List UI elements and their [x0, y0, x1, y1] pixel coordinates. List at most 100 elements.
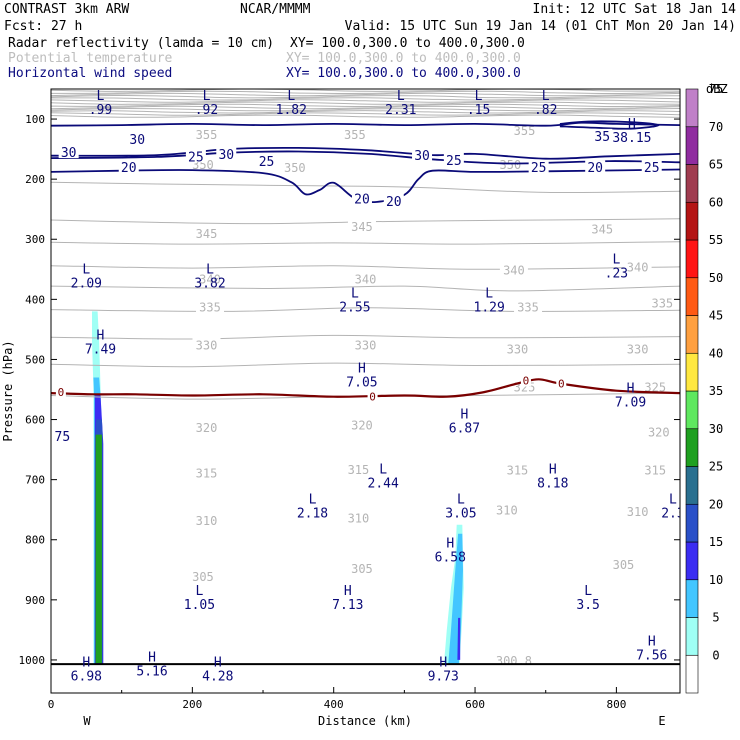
- extremum-value: 7.13: [332, 598, 363, 613]
- theta-contour-upper: [51, 101, 680, 105]
- zero-isotherm-label: 0: [369, 391, 376, 404]
- theta-contour-upper: [51, 90, 680, 95]
- theta-label: 345: [351, 220, 373, 234]
- colorbar-swatch: [685, 277, 699, 316]
- wind-label-bg: [351, 191, 372, 205]
- theta-label-bg: [192, 512, 221, 526]
- extremum-low-marker: L: [351, 287, 359, 302]
- theta-contour-320: [51, 307, 680, 312]
- zero-label-bg: [556, 377, 567, 390]
- zero-isotherm-label: 0: [523, 374, 530, 387]
- theta-label-bg: [644, 424, 673, 438]
- theta-contour-upper: [51, 94, 680, 99]
- y-tick-label: 200: [25, 173, 45, 186]
- y-tick-label: 100: [25, 113, 45, 126]
- wind-label: 20: [121, 161, 137, 176]
- extremum-high-marker: H: [549, 463, 557, 478]
- field-2-xy: XY= 100.0,300.0 to 400.0,300.0: [286, 51, 521, 66]
- colorbar-label: 50: [709, 271, 723, 285]
- theta-label-bg: [192, 419, 221, 433]
- theta-contour-upper: [51, 92, 680, 97]
- extremum-value: 1.29: [474, 301, 505, 316]
- theta-label-bg: [280, 160, 309, 174]
- theta-label: 340: [503, 263, 525, 277]
- x-tick-label: 400: [324, 698, 344, 711]
- extremum-low-marker: L: [196, 584, 204, 599]
- field-1-name: Radar reflectivity (lamda = 10 cm): [8, 36, 274, 51]
- theta-label: 335: [199, 301, 221, 315]
- y-tick-label: 300: [25, 233, 45, 246]
- extremum-high-marker: H: [628, 117, 636, 132]
- colorbar-swatch: [685, 390, 699, 430]
- zero-label-bg: [367, 390, 378, 403]
- theta-label-bg: [351, 271, 380, 285]
- zero-isotherm: [51, 378, 680, 398]
- wind-label: 35: [594, 130, 610, 145]
- colorbar: 0 5 10 15 20 25 30 35 40 45 50 55 60 65 70 75: [685, 82, 723, 694]
- model-title: CONTRAST 3km ARW: [4, 2, 129, 17]
- zero-label-bg: [55, 385, 66, 398]
- extremum-value: 4.28: [202, 670, 233, 685]
- theta-label: 355: [344, 128, 366, 142]
- colorbar-label: 60: [709, 195, 723, 209]
- theta-label: 330: [507, 343, 529, 357]
- wind-label-bg: [412, 148, 433, 162]
- extremum-low-marker: L: [82, 263, 90, 278]
- extremum-value: 2.18: [297, 507, 328, 522]
- extremum-high-marker: H: [461, 407, 469, 422]
- theta-label: 345: [196, 227, 218, 241]
- colorbar-swatch: [685, 503, 699, 543]
- y-tick-label: 1000: [19, 654, 46, 667]
- theta-label: 315: [507, 463, 529, 477]
- theta-label-bg: [188, 568, 217, 582]
- extremum-low-marker: L: [475, 89, 483, 104]
- extremum-low-marker: L: [542, 89, 550, 104]
- extremum-value: 3.82: [194, 277, 225, 292]
- east-label: E: [658, 714, 665, 728]
- theta-label-bg: [192, 337, 221, 351]
- extremum-value: 7.09: [615, 396, 646, 411]
- theta-contour-upper: [51, 97, 680, 101]
- theta-label: 330: [627, 343, 649, 357]
- extremum-high-marker: H: [446, 537, 454, 552]
- wind-label: 30: [218, 148, 234, 163]
- extremum-low-marker: L: [203, 89, 211, 104]
- theta-label-bg: [192, 465, 221, 479]
- extremum-low-marker: L: [397, 89, 405, 104]
- wind-label-bg: [118, 160, 139, 174]
- extremum-value: .82: [534, 103, 557, 118]
- extremum-value: 3.5: [576, 598, 599, 613]
- valid-time: Valid: 15 UTC Sun 19 Jan 14 (01 ChT Mon …: [345, 19, 736, 34]
- extremum-value: 2.55: [339, 301, 370, 316]
- theta-label: 340: [627, 260, 649, 274]
- theta-label: 315: [644, 463, 666, 477]
- extremum-value: 2.31: [385, 103, 416, 118]
- theta-label: 330: [196, 338, 218, 352]
- theta-contour-310: [51, 362, 680, 368]
- theta-label: 345: [591, 222, 613, 236]
- wind-label: 20: [386, 195, 402, 210]
- reflectivity-area: [457, 617, 461, 660]
- extremum-value: 2.44: [368, 477, 399, 492]
- wind-label-bg: [185, 149, 206, 163]
- wind-label: 25: [531, 161, 547, 176]
- extremum-value: 6.58: [435, 551, 466, 566]
- west-label: W: [83, 714, 91, 728]
- theta-label: 340: [199, 272, 221, 286]
- theta-label-bg: [588, 221, 617, 235]
- zero-label-bg: [520, 374, 531, 387]
- theta-label: 325: [644, 380, 666, 394]
- colorbar-swatch: [685, 164, 699, 203]
- colorbar-label: 5: [712, 611, 719, 625]
- theta-label: 305: [351, 562, 373, 576]
- extremum-value: 38.15: [612, 131, 651, 146]
- theta-label: 340: [355, 272, 377, 286]
- reflectivity-area: [95, 434, 102, 663]
- extremum-value: 1.82: [276, 103, 307, 118]
- extremum-high-marker: H: [214, 656, 222, 671]
- colorbar-label: 10: [709, 573, 723, 587]
- wind-label-bg: [127, 131, 148, 145]
- extremum-value: 8.18: [537, 477, 568, 492]
